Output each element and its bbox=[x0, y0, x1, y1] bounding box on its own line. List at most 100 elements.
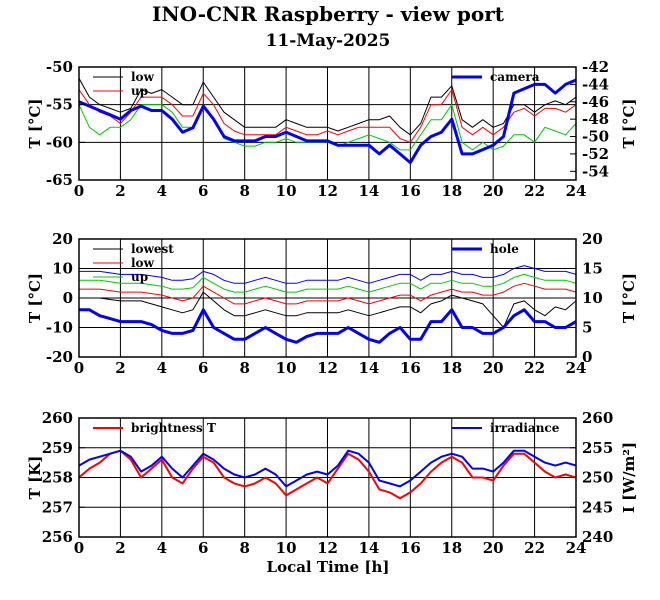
x-tick-label: 20 bbox=[483, 359, 504, 377]
legend-label: camera bbox=[490, 70, 540, 84]
legend-label: brightness T bbox=[131, 421, 216, 435]
x-tick-label: 10 bbox=[276, 182, 297, 200]
series-line-top bbox=[79, 265, 576, 284]
x-tick-label: 6 bbox=[198, 539, 208, 557]
x-tick-label: 16 bbox=[400, 539, 421, 557]
legend-label: up bbox=[131, 84, 148, 98]
y2-axis-label: I [W/m²] bbox=[620, 442, 638, 513]
legend-label: up bbox=[131, 270, 148, 284]
y-axis-label: T [°C] bbox=[26, 98, 44, 148]
legend-label: low bbox=[131, 70, 155, 84]
y2-axis-label: T [°C] bbox=[620, 98, 638, 148]
x-tick-label: 22 bbox=[524, 539, 545, 557]
series-line-lowest bbox=[79, 291, 576, 328]
x-tick-label: 14 bbox=[358, 359, 379, 377]
y2-tick-label: 260 bbox=[582, 409, 613, 427]
y-tick-label: 257 bbox=[42, 498, 73, 516]
y-tick-label: 258 bbox=[42, 469, 73, 487]
x-tick-label: 4 bbox=[157, 359, 167, 377]
legend-label: lowest bbox=[131, 242, 174, 256]
plot-frame bbox=[78, 66, 577, 181]
x-tick-label: 24 bbox=[566, 182, 587, 200]
x-axis-label: Local Time [h] bbox=[267, 558, 390, 576]
y-axis-label: T [K] bbox=[26, 456, 44, 500]
x-tick-label: 16 bbox=[400, 182, 421, 200]
y2-tick-label: -54 bbox=[582, 162, 609, 180]
panels: 0 2 4 6 8 10 12 14 16 18 20 22 24-65-60-55-50-54-52-… bbox=[26, 58, 638, 557]
x-tick-label: 14 bbox=[358, 539, 379, 557]
series-line-up bbox=[79, 273, 576, 293]
y2-tick-label: 20 bbox=[582, 230, 603, 248]
y2-tick-label: 0 bbox=[582, 348, 592, 366]
series-line-low bbox=[79, 282, 576, 305]
x-tick-label: 0 bbox=[74, 359, 84, 377]
x-tick-label: 12 bbox=[317, 359, 338, 377]
chart-panel-1: 0 2 4 6 8 10 12 14 16 18 20 22 24-65-60-55-50-54-52-… bbox=[26, 58, 638, 200]
x-tick-label: 22 bbox=[524, 182, 545, 200]
x-tick-label: 8 bbox=[239, 182, 249, 200]
x-tick-label: 10 bbox=[276, 539, 297, 557]
y2-tick-label: -44 bbox=[582, 75, 609, 93]
y-tick-label: 256 bbox=[42, 528, 73, 546]
x-tick-label: 6 bbox=[198, 359, 208, 377]
x-tick-label: 24 bbox=[566, 359, 587, 377]
y-tick-label: -65 bbox=[46, 171, 73, 189]
x-tick-label: 10 bbox=[276, 359, 297, 377]
y2-tick-label: -50 bbox=[582, 128, 609, 146]
x-tick-label: 12 bbox=[317, 182, 338, 200]
y-tick-label: -55 bbox=[46, 96, 73, 114]
series-line-irradiance bbox=[79, 449, 576, 488]
y-tick-label: 260 bbox=[42, 409, 73, 427]
y2-tick-label: -48 bbox=[582, 110, 609, 128]
y2-tick-label: 240 bbox=[582, 528, 613, 546]
x-tick-label: 4 bbox=[157, 182, 167, 200]
x-tick-label: 2 bbox=[115, 359, 125, 377]
y2-tick-label: 10 bbox=[582, 289, 603, 307]
legend-label: hole bbox=[490, 242, 519, 256]
x-tick-label: 20 bbox=[483, 182, 504, 200]
y2-tick-label: 255 bbox=[582, 439, 613, 457]
x-tick-label: 12 bbox=[317, 539, 338, 557]
y-tick-label: -60 bbox=[46, 133, 73, 151]
y-tick-label: -20 bbox=[46, 348, 73, 366]
x-tick-label: 0 bbox=[74, 182, 84, 200]
chart-panel-3: 0 2 4 6 8 10 12 14 16 18 20 22 242562572582592602402… bbox=[26, 409, 638, 557]
y-tick-label: 20 bbox=[52, 230, 73, 248]
series-line-camera bbox=[79, 78, 576, 165]
series-line-up bbox=[79, 89, 576, 143]
y2-tick-label: -46 bbox=[582, 93, 609, 111]
x-tick-label: 16 bbox=[400, 359, 421, 377]
x-tick-label: 24 bbox=[566, 539, 587, 557]
x-tick-label: 0 bbox=[74, 539, 84, 557]
x-tick-label: 18 bbox=[441, 359, 462, 377]
x-tick-label: 20 bbox=[483, 539, 504, 557]
y2-tick-label: 245 bbox=[582, 498, 613, 516]
y-tick-label: 0 bbox=[63, 289, 73, 307]
x-tick-label: 22 bbox=[524, 359, 545, 377]
series-line-brightness-T bbox=[79, 449, 576, 500]
y-axis-label: T [°C] bbox=[26, 273, 44, 323]
y2-tick-label: 250 bbox=[582, 469, 613, 487]
y2-axis-label: T [°C] bbox=[620, 273, 638, 323]
series-line-hole bbox=[79, 308, 576, 344]
figure-title: INO-CNR Raspberry - view port bbox=[152, 2, 505, 26]
x-tick-label: 18 bbox=[441, 539, 462, 557]
x-tick-label: 8 bbox=[239, 359, 249, 377]
y2-tick-label: 15 bbox=[582, 260, 603, 278]
x-tick-label: 14 bbox=[358, 182, 379, 200]
series-line-low bbox=[79, 78, 576, 136]
x-tick-label: 2 bbox=[115, 182, 125, 200]
y2-tick-label: -52 bbox=[582, 145, 609, 163]
legend-label: low bbox=[131, 256, 155, 270]
y-tick-label: -10 bbox=[46, 319, 73, 337]
x-tick-label: 2 bbox=[115, 539, 125, 557]
figure-subtitle: 11-May-2025 bbox=[266, 31, 391, 51]
y2-tick-label: -42 bbox=[582, 58, 609, 76]
chart-panel-2: 0 2 4 6 8 10 12 14 16 18 20 22 24-20-100102005101520… bbox=[26, 230, 638, 377]
x-tick-label: 8 bbox=[239, 539, 249, 557]
x-tick-label: 6 bbox=[198, 182, 208, 200]
y-tick-label: 259 bbox=[42, 439, 73, 457]
y-tick-label: -50 bbox=[46, 58, 73, 76]
